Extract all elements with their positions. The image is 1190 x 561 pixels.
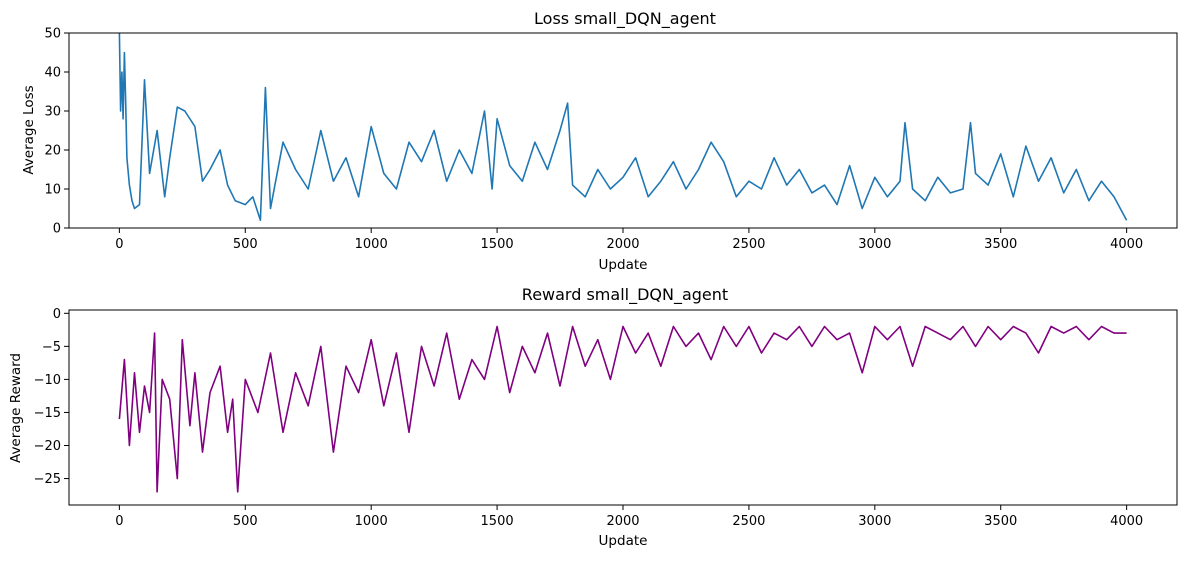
loss-chart: Loss small_DQN_agent 0 500 1000 1500 2000 250… bbox=[21, 9, 1178, 273]
loss-x-tick-label: 4000 bbox=[1110, 237, 1143, 252]
reward-x-tick-label: 1500 bbox=[481, 514, 514, 529]
reward-y-tick-label: −20 bbox=[34, 439, 61, 454]
reward-y-ticks: −25 −20 −15 −10 −5 0 bbox=[34, 307, 69, 487]
loss-x-tick-label: 1000 bbox=[355, 237, 388, 252]
reward-x-tick-label: 4000 bbox=[1110, 514, 1143, 529]
loss-y-tick-label: 0 bbox=[53, 222, 61, 237]
loss-x-tick-label: 0 bbox=[115, 237, 123, 252]
reward-plot-area bbox=[118, 325, 1127, 493]
loss-y-tick-label: 20 bbox=[44, 144, 61, 159]
loss-chart-title: Loss small_DQN_agent bbox=[534, 9, 716, 29]
loss-plot-area bbox=[118, 32, 1128, 221]
reward-axes-frame bbox=[68, 309, 1178, 506]
loss-x-tick-label: 2000 bbox=[606, 237, 639, 252]
reward-y-tick-label: −10 bbox=[34, 373, 61, 388]
loss-x-axis-label: Update bbox=[599, 257, 648, 273]
loss-y-axis-label: Average Loss bbox=[21, 85, 37, 174]
reward-x-tick-label: 0 bbox=[115, 514, 123, 529]
loss-series-line-0 bbox=[118, 32, 1128, 221]
reward-chart-title: Reward small_DQN_agent bbox=[522, 285, 728, 305]
loss-x-tick-label: 500 bbox=[233, 237, 258, 252]
loss-y-tick-label: 50 bbox=[44, 27, 61, 42]
loss-y-ticks: 0 10 20 30 40 50 bbox=[44, 27, 69, 237]
loss-axes-frame bbox=[68, 32, 1178, 229]
reward-x-tick-label: 1000 bbox=[355, 514, 388, 529]
reward-x-axis-label: Update bbox=[599, 533, 648, 549]
loss-x-tick-label: 3500 bbox=[984, 237, 1017, 252]
loss-y-tick-label: 40 bbox=[44, 66, 61, 81]
loss-x-ticks: 0 500 1000 1500 2000 2500 3000 3500 4000 bbox=[115, 228, 1143, 252]
reward-y-tick-label: −15 bbox=[34, 406, 61, 421]
loss-y-tick-label: 10 bbox=[44, 183, 61, 198]
reward-x-tick-label: 500 bbox=[233, 514, 258, 529]
loss-y-tick-label: 30 bbox=[44, 105, 61, 120]
reward-y-tick-label: −25 bbox=[34, 472, 61, 487]
loss-x-tick-label: 1500 bbox=[481, 237, 514, 252]
reward-y-tick-label: −5 bbox=[42, 340, 61, 355]
reward-series-line-0 bbox=[118, 325, 1127, 493]
reward-y-tick-label: 0 bbox=[53, 307, 61, 322]
reward-x-tick-label: 2000 bbox=[606, 514, 639, 529]
loss-x-tick-label: 3000 bbox=[858, 237, 891, 252]
reward-y-axis-label: Average Reward bbox=[8, 353, 24, 463]
loss-x-tick-label: 2500 bbox=[732, 237, 765, 252]
reward-x-tick-label: 3500 bbox=[984, 514, 1017, 529]
reward-chart: Reward small_DQN_agent 0 500 1000 1500 2000 2… bbox=[8, 285, 1178, 549]
reward-x-tick-label: 2500 bbox=[732, 514, 765, 529]
reward-x-tick-label: 3000 bbox=[858, 514, 891, 529]
reward-x-ticks: 0 500 1000 1500 2000 2500 3000 3500 4000 bbox=[115, 505, 1143, 529]
